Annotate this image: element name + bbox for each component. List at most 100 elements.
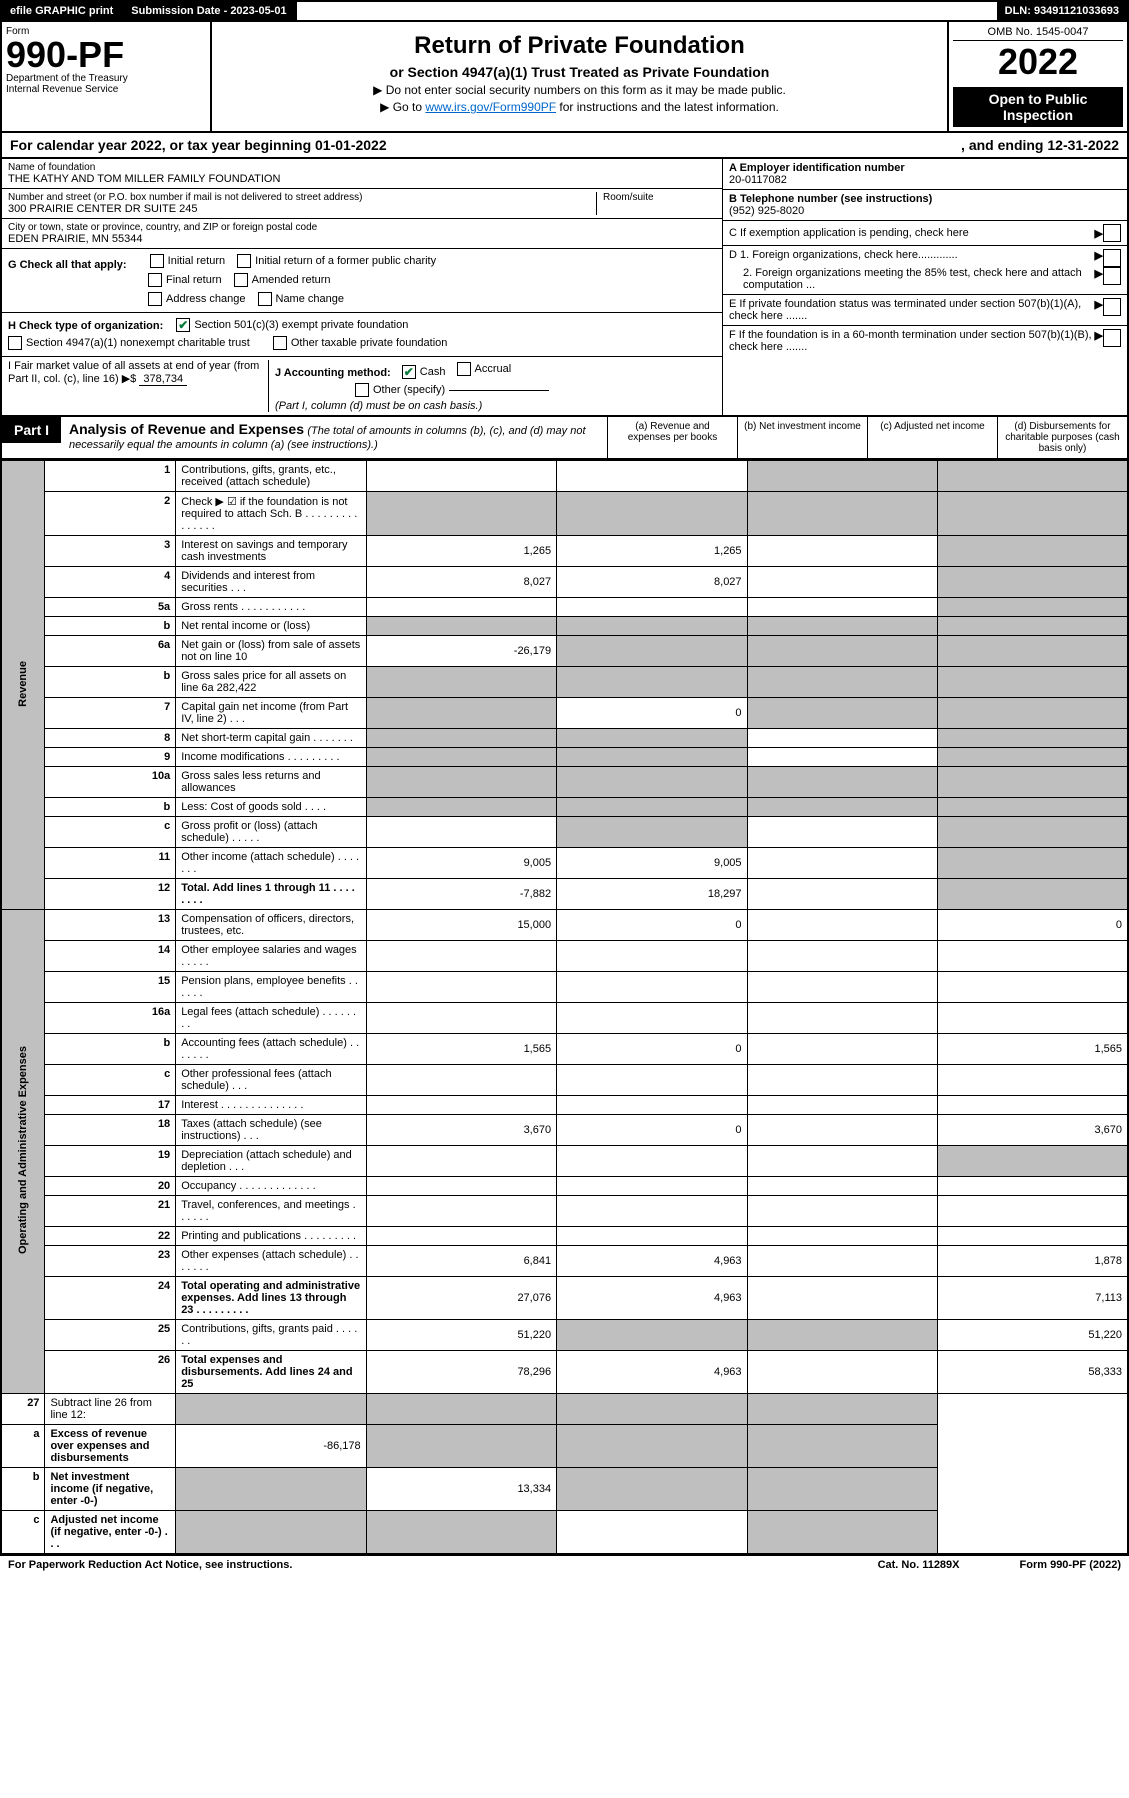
cell-grey xyxy=(747,698,937,729)
cell-grey xyxy=(366,798,556,817)
cell-grey xyxy=(747,767,937,798)
row-desc: Net short-term capital gain . . . . . . … xyxy=(176,729,366,748)
row-desc: Other expenses (attach schedule) . . . .… xyxy=(176,1246,366,1277)
row-number: 21 xyxy=(45,1196,176,1227)
cell-value xyxy=(366,598,556,617)
cell-value xyxy=(366,1096,556,1115)
cell-value xyxy=(938,1177,1129,1196)
cell-value xyxy=(747,848,937,879)
cell-value xyxy=(366,1177,556,1196)
side-label: Operating and Administrative Expenses xyxy=(1,910,45,1394)
table-row: bNet investment income (if negative, ent… xyxy=(1,1468,1128,1511)
row-number: 3 xyxy=(45,536,176,567)
cell-value: 1,565 xyxy=(938,1034,1129,1065)
table-row: 17Interest . . . . . . . . . . . . . . xyxy=(1,1096,1128,1115)
cell-grey xyxy=(557,767,747,798)
cell-grey xyxy=(366,617,556,636)
table-row: 18Taxes (attach schedule) (see instructi… xyxy=(1,1115,1128,1146)
g-initial-former[interactable]: Initial return of a former public charit… xyxy=(237,252,436,270)
table-row: cAdjusted net income (if negative, enter… xyxy=(1,1511,1128,1555)
cell-value: 1,565 xyxy=(366,1034,556,1065)
h-4947[interactable]: Section 4947(a)(1) nonexempt charitable … xyxy=(8,334,250,352)
c-checkbox[interactable] xyxy=(1103,224,1121,242)
d1-checkbox[interactable] xyxy=(1103,249,1121,267)
cell-value xyxy=(557,598,747,617)
row-desc: Other professional fees (attach schedule… xyxy=(176,1065,366,1096)
cell-grey xyxy=(557,798,747,817)
ein-label: A Employer identification number xyxy=(729,162,905,174)
table-row: 27Subtract line 26 from line 12: xyxy=(1,1394,1128,1425)
name-label: Name of foundation xyxy=(8,162,716,173)
row-number: 4 xyxy=(45,567,176,598)
table-row: 22Printing and publications . . . . . . … xyxy=(1,1227,1128,1246)
row-number: 15 xyxy=(45,972,176,1003)
row-number: b xyxy=(45,617,176,636)
cell-value: 1,878 xyxy=(938,1246,1129,1277)
cell-grey xyxy=(747,1511,937,1555)
cell-grey xyxy=(747,617,937,636)
cell-value: 51,220 xyxy=(938,1320,1129,1351)
row-desc: Contributions, gifts, grants, etc., rece… xyxy=(176,461,366,492)
row-desc: Income modifications . . . . . . . . . xyxy=(176,748,366,767)
g-address-change[interactable]: Address change xyxy=(148,290,246,308)
j-label: J Accounting method: xyxy=(275,367,391,379)
g-initial-return[interactable]: Initial return xyxy=(150,252,225,270)
row-desc: Capital gain net income (from Part IV, l… xyxy=(176,698,366,729)
cell-grey xyxy=(938,617,1129,636)
row-number: 26 xyxy=(45,1351,176,1394)
j-other[interactable]: Other (specify) xyxy=(355,381,549,399)
g-name-change[interactable]: Name change xyxy=(258,290,345,308)
cell-grey xyxy=(747,667,937,698)
ein: 20-0117082 xyxy=(729,174,787,186)
cell-grey xyxy=(938,1146,1129,1177)
form-title: Return of Private Foundation xyxy=(218,32,941,60)
table-row: Revenue1Contributions, gifts, grants, et… xyxy=(1,461,1128,492)
cell-value xyxy=(557,1227,747,1246)
cell-grey xyxy=(176,1394,366,1425)
irs: Internal Revenue Service xyxy=(6,84,206,95)
col-b-header: (b) Net investment income xyxy=(737,417,867,458)
row-number: 24 xyxy=(45,1277,176,1320)
cell-grey xyxy=(938,767,1129,798)
table-row: 26Total expenses and disbursements. Add … xyxy=(1,1351,1128,1394)
j-accrual[interactable]: Accrual xyxy=(457,360,512,378)
column-headers: (a) Revenue and expenses per books (b) N… xyxy=(607,417,1127,458)
row-desc: Travel, conferences, and meetings . . . … xyxy=(176,1196,366,1227)
row-desc: Excess of revenue over expenses and disb… xyxy=(45,1425,176,1468)
form-number: 990-PF xyxy=(6,37,206,73)
row-desc: Depreciation (attach schedule) and deple… xyxy=(176,1146,366,1177)
table-row: cGross profit or (loss) (attach schedule… xyxy=(1,817,1128,848)
j-cash[interactable]: ✔Cash xyxy=(402,363,446,381)
f-checkbox[interactable] xyxy=(1103,329,1121,347)
cell-grey xyxy=(366,492,556,536)
e-checkbox[interactable] xyxy=(1103,298,1121,316)
header-right: OMB No. 1545-0047 2022 Open to Public In… xyxy=(947,22,1127,131)
table-row: 9Income modifications . . . . . . . . . xyxy=(1,748,1128,767)
i-value: 378,734 xyxy=(139,373,187,386)
row-number: 7 xyxy=(45,698,176,729)
ein-cell: A Employer identification number 20-0117… xyxy=(723,159,1127,190)
h-501c3[interactable]: ✔Section 501(c)(3) exempt private founda… xyxy=(176,316,408,334)
cell-grey xyxy=(747,1468,937,1511)
cell-value: 18,297 xyxy=(557,879,747,910)
d2-checkbox[interactable] xyxy=(1103,267,1121,285)
g-amended[interactable]: Amended return xyxy=(234,271,331,289)
cell-value xyxy=(557,1096,747,1115)
col-a-header: (a) Revenue and expenses per books xyxy=(607,417,737,458)
g-final-return[interactable]: Final return xyxy=(148,271,222,289)
cell-grey xyxy=(938,879,1129,910)
cell-value xyxy=(366,972,556,1003)
form990pf-link[interactable]: www.irs.gov/Form990PF xyxy=(425,100,556,114)
cell-value xyxy=(557,461,747,492)
omb-no: OMB No. 1545-0047 xyxy=(953,26,1123,41)
cell-value: 15,000 xyxy=(366,910,556,941)
cell-value: -7,882 xyxy=(366,879,556,910)
d2-label: 2. Foreign organizations meeting the 85%… xyxy=(729,267,1095,291)
cell-value xyxy=(747,817,937,848)
cell-grey xyxy=(938,461,1129,492)
header-center: Return of Private Foundation or Section … xyxy=(212,22,947,131)
cell-grey xyxy=(938,492,1129,536)
row-desc: Printing and publications . . . . . . . … xyxy=(176,1227,366,1246)
cell-value xyxy=(747,729,937,748)
h-other-taxable[interactable]: Other taxable private foundation xyxy=(273,334,448,352)
